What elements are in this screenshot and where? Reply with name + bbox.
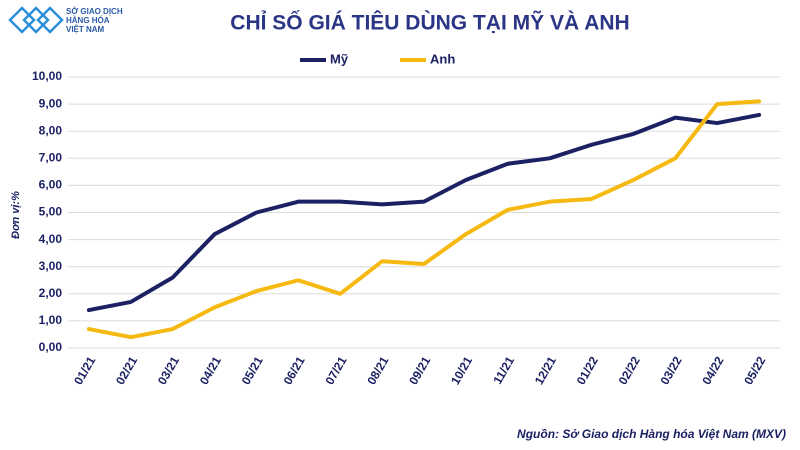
y-tick-label: 2,00 xyxy=(39,286,63,300)
y-tick-label: 0,00 xyxy=(39,340,63,354)
logo-icon xyxy=(8,6,64,34)
data-line xyxy=(86,99,762,340)
y-tick-label: 5,00 xyxy=(39,205,63,219)
data-line xyxy=(86,112,762,313)
y-tick-label: 4,00 xyxy=(39,232,63,246)
logo-text: HÀNG HÓA xyxy=(66,16,110,25)
logo-text: VIỆT NAM xyxy=(66,25,105,34)
y-tick-label: 9,00 xyxy=(39,96,63,110)
y-tick-label: 10,00 xyxy=(32,69,62,83)
chart-title: CHỈ SỐ GIÁ TIÊU DÙNG TẠI MỸ VÀ ANH xyxy=(230,11,629,35)
y-tick-label: 1,00 xyxy=(39,313,63,327)
y-tick-label: 6,00 xyxy=(39,178,63,192)
y-axis-label: Đơn vị:% xyxy=(10,191,22,239)
y-tick-label: 8,00 xyxy=(39,123,63,137)
legend-label: Anh xyxy=(430,51,455,66)
y-tick-label: 7,00 xyxy=(39,150,63,164)
y-tick-label: 3,00 xyxy=(39,259,63,273)
source-note: Nguồn: Sở Giao dịch Hàng hóa Việt Nam (M… xyxy=(517,427,786,441)
legend-label: Mỹ xyxy=(330,51,349,66)
logo-text: SỞ GIAO DỊCH xyxy=(66,7,123,16)
